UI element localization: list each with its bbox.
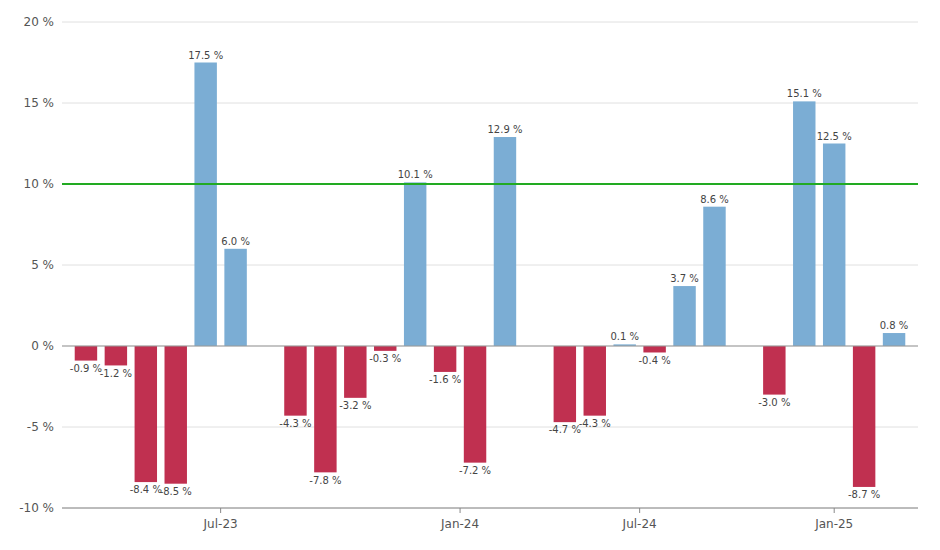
bar	[434, 346, 456, 372]
data-label: -8.7 %	[848, 489, 880, 500]
zero-line	[62, 346, 918, 347]
data-label: -4.3 %	[579, 418, 611, 429]
data-label: -1.2 %	[100, 368, 132, 379]
data-label: -3.2 %	[339, 400, 371, 411]
x-tick	[220, 508, 221, 513]
grid-line	[62, 346, 918, 347]
grid-line	[62, 427, 918, 428]
grid-line	[62, 265, 918, 266]
bar	[673, 286, 695, 346]
data-label: -4.3 %	[279, 418, 311, 429]
y-tick-label: 15 %	[24, 96, 55, 110]
y-axis: -10 % -5 % 0 % 5 % 10 % 15 % 20 %	[19, 15, 54, 515]
data-label: 17.5 %	[188, 50, 223, 61]
bar	[165, 346, 187, 484]
data-label: 12.9 %	[487, 124, 522, 135]
bar	[703, 207, 725, 346]
bar	[374, 346, 396, 351]
bar	[494, 137, 516, 346]
chart-container: -10 %-5 %0 %5 %10 %15 %20 %-0.9 %-1.2 %-…	[0, 0, 940, 550]
y-tick-label: 0 %	[31, 339, 54, 353]
x-tick	[834, 508, 835, 513]
bar	[554, 346, 576, 422]
bar	[314, 346, 336, 472]
x-axis: Jul-23 Jan-24 Jul-24 Jan-25	[62, 508, 918, 531]
bar	[404, 182, 426, 346]
data-label: -1.6 %	[429, 374, 461, 385]
bar	[284, 346, 306, 416]
bar	[135, 346, 157, 482]
bar	[823, 144, 845, 347]
data-label: -8.5 %	[160, 486, 192, 497]
bar	[75, 346, 97, 361]
bar	[584, 346, 606, 416]
x-tick	[639, 508, 640, 513]
grid-line	[62, 22, 918, 23]
bar	[224, 249, 246, 346]
grid-line	[62, 184, 918, 185]
y-tick-label: -10 %	[19, 501, 54, 515]
bar	[105, 346, 127, 365]
y-tick-label: 10 %	[24, 177, 55, 191]
data-label: -0.4 %	[639, 355, 671, 366]
bar	[793, 101, 815, 346]
x-tick	[460, 508, 461, 513]
data-label: 0.8 %	[880, 320, 909, 331]
bar	[344, 346, 366, 398]
data-label: -0.9 %	[70, 363, 102, 374]
data-label: -3.0 %	[758, 397, 790, 408]
x-tick-label: Jan-25	[814, 517, 853, 531]
data-label: -0.3 %	[369, 353, 401, 364]
x-tick-label: Jul-24	[622, 517, 657, 531]
data-label: 3.7 %	[670, 273, 699, 284]
bar	[853, 346, 875, 487]
y-tick-label: -5 %	[27, 420, 54, 434]
bar	[763, 346, 785, 395]
grid-line	[62, 508, 918, 509]
data-label: 12.5 %	[817, 131, 852, 142]
grid-line	[62, 103, 918, 104]
data-label: -7.2 %	[459, 465, 491, 476]
data-labels: -0.9 %-1.2 % -8.4 %-8.5 % 17.5 % 6.0 % -4.3 …	[70, 50, 909, 501]
bars	[75, 63, 906, 487]
chart: -10 %-5 %0 %5 %10 %15 %20 %-0.9 %-1.2 %-…	[0, 0, 940, 550]
bar	[643, 346, 665, 352]
y-tick-label: 20 %	[24, 15, 55, 29]
reference-line	[62, 183, 918, 185]
data-label: -8.4 %	[130, 484, 162, 495]
data-label: 0.1 %	[610, 331, 639, 342]
data-label: 8.6 %	[700, 194, 729, 205]
bar	[883, 333, 905, 346]
bar	[464, 346, 486, 463]
data-label: 15.1 %	[787, 88, 822, 99]
bar	[194, 63, 216, 347]
data-label: -4.7 %	[549, 424, 581, 435]
x-axis-line	[62, 508, 918, 509]
data-label: 6.0 %	[221, 236, 250, 247]
data-label: 10.1 %	[398, 169, 433, 180]
x-tick-label: Jan-24	[440, 517, 479, 531]
y-grid	[62, 22, 918, 508]
data-label: -7.8 %	[309, 475, 341, 486]
y-tick-label: 5 %	[31, 258, 54, 272]
x-tick-label: Jul-23	[203, 517, 238, 531]
